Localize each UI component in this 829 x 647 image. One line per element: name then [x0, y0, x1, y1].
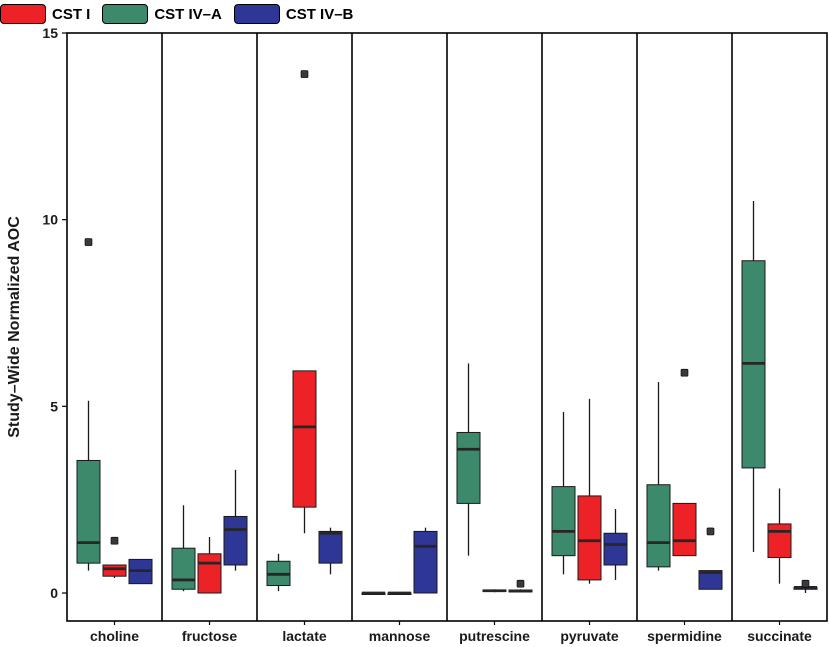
outlier-spermidine-cst-iv-b-0: [706, 527, 715, 536]
legend: CST I CST IV–A CST IV–B: [0, 0, 365, 28]
facet-label-succinate: succinate: [747, 628, 812, 644]
outlier-lactate-cst-i-0: [300, 70, 309, 78]
facet-label-pyruvate: pyruvate: [560, 628, 619, 644]
legend-swatch-cst-iv-a: [102, 4, 149, 24]
box-fructose-cst-iv-a: [171, 547, 196, 590]
outlier-spermidine-cst-i-0: [680, 368, 689, 377]
legend-label-cst-i: CST I: [52, 5, 91, 23]
box-fructose-cst-iv-b: [223, 515, 248, 566]
box-spermidine-cst-iv-b: [698, 570, 723, 590]
y-axis-title: Study–Wide Normalized AOC: [6, 216, 23, 438]
y-tick-label-5: 5: [50, 398, 58, 414]
facet-label-putrescine: putrescine: [459, 628, 530, 644]
facet-label-lactate: lactate: [282, 628, 327, 644]
facet-label-fructose: fructose: [182, 628, 237, 644]
box-fructose-cst-i: [197, 553, 222, 594]
plot-frame: [66, 32, 828, 622]
outlier-choline-cst-iv-a-0: [84, 238, 93, 246]
legend-label-cst-iv-b: CST IV–B: [285, 5, 354, 23]
box-spermidine-cst-iv-a: [646, 484, 671, 568]
outlier-putrescine-cst-iv-b-0: [516, 579, 525, 588]
box-putrescine-cst-iv-a: [456, 431, 481, 504]
box-choline-cst-iv-a: [76, 459, 101, 564]
box-choline-cst-i: [102, 564, 127, 577]
box-pyruvate-cst-i: [577, 495, 602, 581]
box-lactate-cst-iv-b: [318, 530, 343, 564]
legend-item-cst-iv-a: CST IV–A: [102, 4, 222, 24]
facet-label-spermidine: spermidine: [647, 628, 722, 644]
box-succinate-cst-i: [767, 523, 792, 559]
box-pyruvate-cst-iv-a: [551, 486, 576, 557]
box-mannose-cst-iv-b: [413, 530, 438, 594]
outlier-succinate-cst-iv-b-0: [801, 579, 810, 588]
legend-swatch-cst-iv-b: [233, 4, 280, 24]
y-tick-label-0: 0: [50, 585, 58, 601]
facet-label-choline: choline: [90, 628, 139, 644]
box-lactate-cst-i: [292, 370, 317, 508]
facet-label-mannose: mannose: [369, 628, 431, 644]
legend-label-cst-iv-a: CST IV–A: [154, 5, 222, 23]
box-pyruvate-cst-iv-b: [603, 532, 628, 566]
legend-item-cst-i: CST I: [0, 4, 90, 24]
legend-swatch-cst-i: [0, 4, 46, 24]
outlier-choline-cst-i-0: [110, 536, 119, 545]
box-spermidine-cst-i: [672, 502, 697, 557]
y-tick-label-10: 10: [42, 212, 58, 228]
legend-item-cst-iv-b: CST IV–B: [233, 4, 354, 24]
y-tick-label-15: 15: [42, 25, 58, 41]
